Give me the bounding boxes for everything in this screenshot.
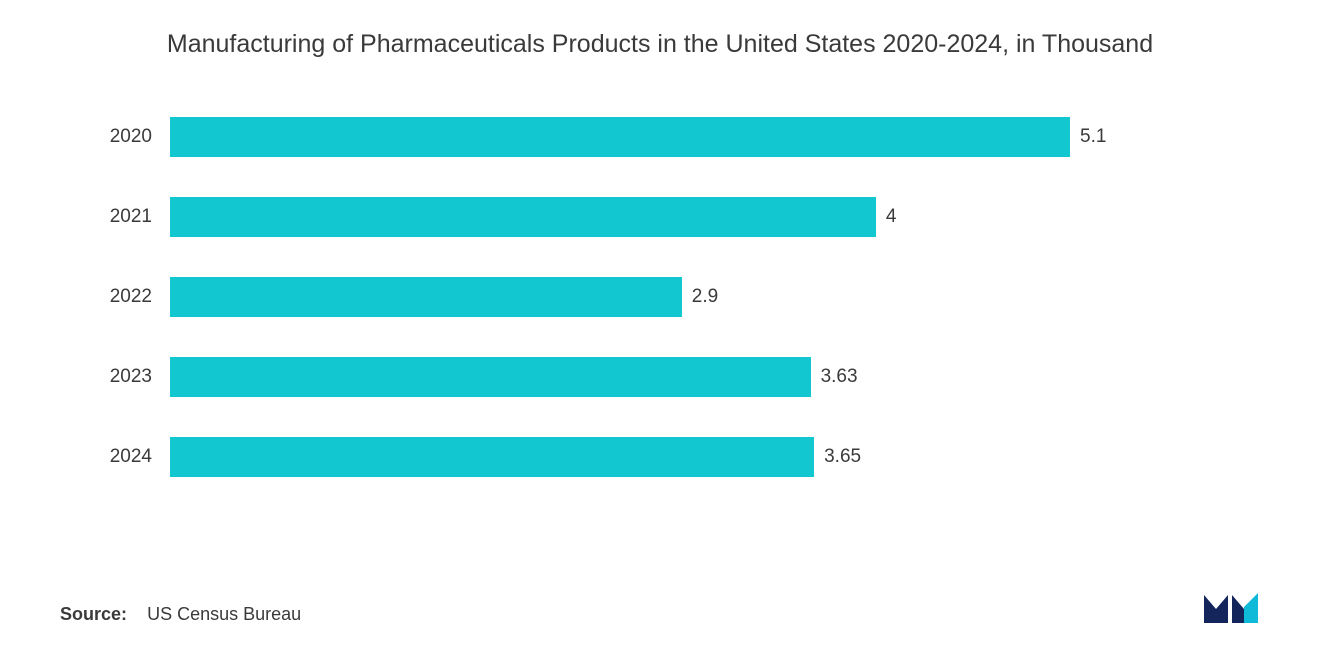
bar-track: 3.65 — [170, 437, 1070, 477]
bar-track: 5.1 — [170, 117, 1070, 157]
bar-category-label: 2020 — [100, 126, 170, 148]
bar-category-label: 2024 — [100, 446, 170, 468]
bar-value-label: 3.65 — [824, 446, 861, 468]
bar-row: 20243.65 — [100, 437, 1120, 477]
bar-fill: 3.65 — [170, 437, 814, 477]
bar-fill: 5.1 — [170, 117, 1070, 157]
bar-value-label: 5.1 — [1080, 126, 1106, 148]
bar-track: 4 — [170, 197, 1070, 237]
chart-container: Manufacturing of Pharmaceuticals Product… — [0, 0, 1320, 665]
bar-category-label: 2021 — [100, 206, 170, 228]
logo-icon — [1202, 589, 1260, 625]
brand-logo — [1202, 589, 1260, 625]
bar-track: 3.63 — [170, 357, 1070, 397]
source-text: US Census Bureau — [147, 604, 301, 624]
bar-fill: 2.9 — [170, 277, 682, 317]
bar-value-label: 2.9 — [692, 286, 718, 308]
bar-fill: 3.63 — [170, 357, 811, 397]
source-citation: Source: US Census Bureau — [60, 604, 301, 625]
bar-category-label: 2023 — [100, 366, 170, 388]
bar-row: 20222.9 — [100, 277, 1120, 317]
chart-footer: Source: US Census Bureau — [60, 589, 1260, 625]
bars-area: 20205.12021420222.920233.6320243.65 — [60, 117, 1260, 569]
bar-value-label: 4 — [886, 206, 897, 228]
chart-title: Manufacturing of Pharmaceuticals Product… — [167, 28, 1153, 62]
bar-fill: 4 — [170, 197, 876, 237]
bar-row: 20205.1 — [100, 117, 1120, 157]
source-label: Source: — [60, 604, 127, 624]
bar-row: 20233.63 — [100, 357, 1120, 397]
bar-value-label: 3.63 — [821, 366, 858, 388]
bar-category-label: 2022 — [100, 286, 170, 308]
bar-track: 2.9 — [170, 277, 1070, 317]
bar-row: 20214 — [100, 197, 1120, 237]
